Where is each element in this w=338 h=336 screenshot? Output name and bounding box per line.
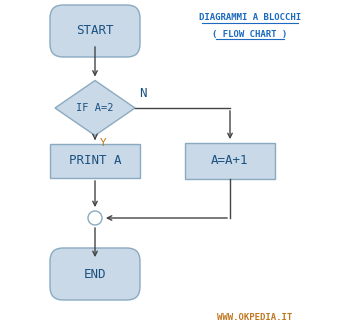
FancyBboxPatch shape (50, 144, 140, 178)
FancyBboxPatch shape (50, 248, 140, 300)
Polygon shape (55, 81, 135, 135)
Text: IF A=2: IF A=2 (76, 103, 114, 113)
FancyBboxPatch shape (185, 143, 275, 179)
Text: ( FLOW CHART ): ( FLOW CHART ) (212, 30, 288, 39)
Circle shape (88, 211, 102, 225)
Text: START: START (76, 25, 114, 38)
Text: N: N (139, 87, 146, 100)
Text: END: END (84, 267, 106, 281)
Text: A=A+1: A=A+1 (211, 155, 249, 168)
FancyBboxPatch shape (50, 5, 140, 57)
Text: PRINT A: PRINT A (69, 155, 121, 168)
Text: WWW.OKPEDIA.IT: WWW.OKPEDIA.IT (217, 313, 293, 323)
Text: Y: Y (100, 137, 107, 148)
Text: DIAGRAMMI A BLOCCHI: DIAGRAMMI A BLOCCHI (199, 13, 301, 23)
